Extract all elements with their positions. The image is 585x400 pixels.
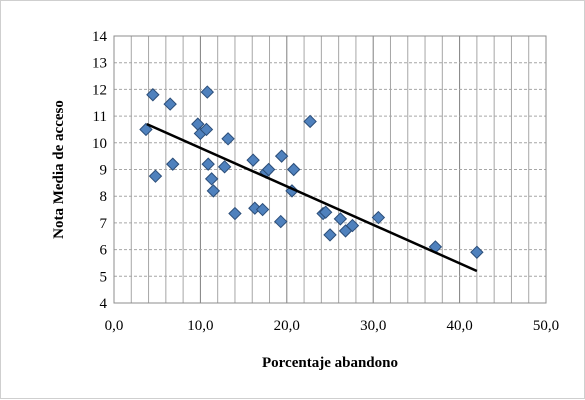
data-point: [345, 218, 360, 233]
data-point: [163, 97, 177, 111]
y-tick-label: 5: [100, 269, 108, 285]
data-point: [246, 153, 260, 167]
y-tick-label: 13: [92, 56, 107, 72]
data-point: [206, 184, 221, 198]
y-tick-label: 9: [100, 163, 108, 179]
data-point: [148, 169, 163, 183]
y-tick-label: 4: [100, 296, 108, 312]
plot-area-border: [113, 35, 547, 304]
data-point: [303, 114, 317, 129]
data-point: [470, 245, 484, 259]
data-point: [200, 85, 215, 99]
y-axis-title: Nota Media de acceso: [51, 100, 67, 239]
data-point: [333, 212, 348, 226]
data-point: [201, 157, 215, 171]
x-tick-label: 0,0: [105, 318, 124, 334]
data-point: [261, 162, 276, 177]
data-point: [221, 132, 235, 146]
data-point: [166, 157, 180, 171]
data-point: [274, 214, 288, 229]
x-tick-label: 50,0: [533, 318, 559, 334]
y-tick-label: 12: [92, 82, 107, 98]
data-point: [323, 228, 337, 242]
tick-labels: 0,0 10,0 20,0 30,0 40,0 50,0 4 5 6 7 8 9 10 11 12 13 14: [92, 29, 559, 334]
data-point: [217, 160, 232, 174]
y-tick-label: 8: [100, 189, 108, 205]
data-point: [228, 206, 242, 221]
y-tick-label: 14: [92, 29, 108, 45]
x-tick-label: 40,0: [446, 318, 472, 334]
x-tick-label: 10,0: [187, 318, 213, 334]
y-tick-label: 11: [93, 109, 107, 125]
data-point: [255, 202, 270, 217]
grid: [114, 36, 546, 303]
data-point: [371, 210, 386, 225]
y-tick-label: 10: [92, 136, 107, 152]
data-point: [287, 162, 301, 177]
data-point: [139, 122, 153, 137]
data-point: [199, 122, 214, 137]
y-tick-label: 7: [100, 216, 108, 232]
x-tick-label: 20,0: [274, 318, 300, 334]
data-point: [274, 149, 289, 163]
data-point: [204, 172, 219, 186]
data-point: [146, 88, 160, 102]
trendline: [146, 122, 478, 273]
data-point: [318, 205, 333, 219]
x-axis-title: Porcentaje abandono: [262, 355, 398, 371]
y-tick-label: 6: [100, 243, 108, 259]
data-points: [139, 85, 484, 259]
x-tick-label: 30,0: [360, 318, 386, 334]
